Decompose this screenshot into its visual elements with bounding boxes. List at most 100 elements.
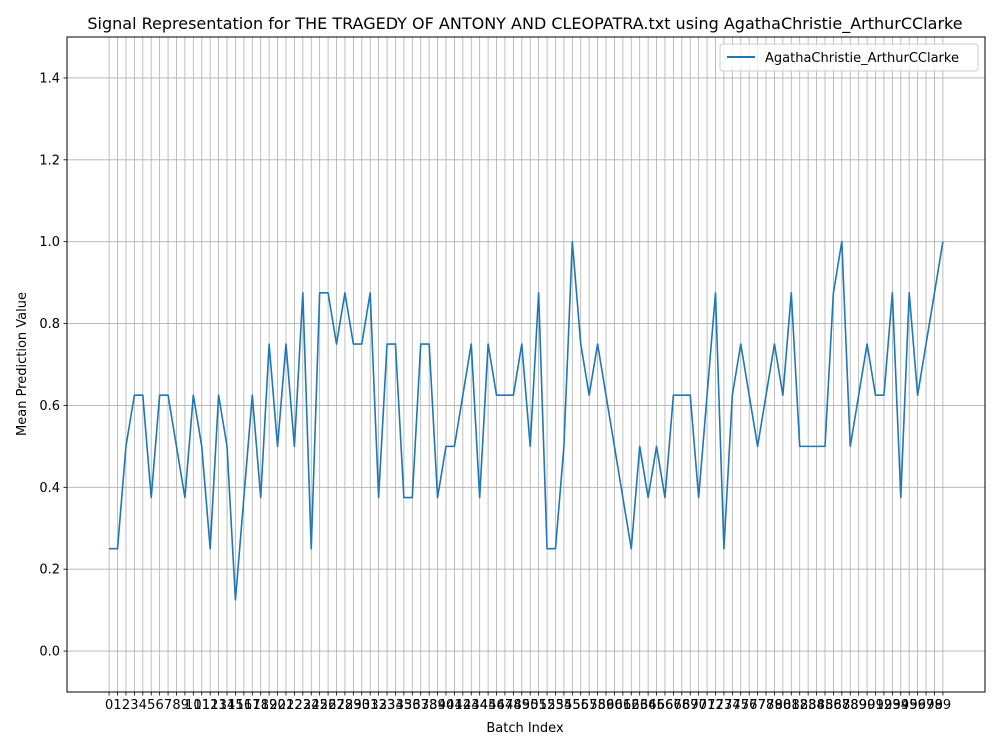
x-tick-label: 47: [497, 698, 514, 713]
x-tick-label: 9: [181, 698, 189, 713]
data-point: [344, 292, 346, 294]
data-point: [638, 445, 640, 447]
data-point: [925, 343, 927, 345]
x-tick-label: 84: [808, 698, 825, 713]
x-tick-label: 6: [156, 698, 164, 713]
x-tick-label: 75: [732, 698, 749, 713]
data-point: [891, 292, 893, 294]
data-point: [369, 292, 371, 294]
x-tick-label: 31: [362, 698, 379, 713]
x-tick-label: 78: [758, 698, 775, 713]
data-point: [790, 292, 792, 294]
y-tick-label: 1.4: [39, 71, 60, 86]
legend-entry-label: AgathaChristie_ArthurCClarke: [765, 51, 959, 66]
data-point: [462, 394, 464, 396]
data-point: [815, 445, 817, 447]
data-point: [748, 394, 750, 396]
data-point: [243, 496, 245, 498]
x-tick-label: 70: [690, 698, 707, 713]
data-point: [857, 394, 859, 396]
data-point: [327, 292, 329, 294]
data-point: [125, 445, 127, 447]
x-tick-label: 26: [320, 698, 337, 713]
data-point: [201, 445, 203, 447]
x-tick-label: 22: [286, 698, 303, 713]
x-tick-label: 50: [522, 698, 539, 713]
data-point: [672, 394, 674, 396]
x-tick-label: 55: [564, 698, 581, 713]
y-tick-label: 0.2: [39, 563, 60, 578]
x-tick-label: 40: [438, 698, 455, 713]
data-point: [824, 445, 826, 447]
x-tick-label: 74: [724, 698, 741, 713]
series-line: [109, 240, 944, 601]
x-tick-label: 86: [825, 698, 842, 713]
data-point: [150, 496, 152, 498]
data-point: [192, 394, 194, 396]
x-tick-label: 99: [935, 698, 952, 713]
x-tick-label: 52: [539, 698, 556, 713]
data-point: [714, 292, 716, 294]
x-tick-label: 53: [547, 698, 564, 713]
x-tick-label: 30: [353, 698, 370, 713]
x-tick-label: 43: [463, 698, 480, 713]
data-point: [175, 445, 177, 447]
x-tick-label: 82: [791, 698, 808, 713]
data-point: [276, 445, 278, 447]
data-point: [706, 394, 708, 396]
y-gridlines: [67, 77, 985, 652]
data-point: [470, 343, 472, 345]
x-axis-ticks: 0 1 2 3 4 5 6 7 8 9101112131415161718192021222324…: [105, 692, 951, 713]
data-point: [900, 496, 902, 498]
x-tick-label: 91: [867, 698, 884, 713]
data-point: [807, 445, 809, 447]
x-tick-label: 66: [657, 698, 674, 713]
x-tick-label: 62: [623, 698, 640, 713]
plot-area-frame: [66, 36, 986, 693]
x-tick-label: 3: [130, 698, 138, 713]
data-point: [268, 343, 270, 345]
x-tick-label: 77: [749, 698, 766, 713]
data-point: [352, 343, 354, 345]
data-point: [874, 394, 876, 396]
data-point: [681, 394, 683, 396]
data-point: [318, 292, 320, 294]
data-point: [445, 445, 447, 447]
data-point: [251, 394, 253, 396]
x-tick-label: 94: [893, 698, 910, 713]
data-point: [428, 343, 430, 345]
x-tick-label: 60: [606, 698, 623, 713]
x-tick-label: 85: [817, 698, 834, 713]
x-tick-label: 73: [716, 698, 733, 713]
data-point: [883, 394, 885, 396]
data-point: [529, 445, 531, 447]
x-tick-label: 29: [345, 698, 362, 713]
legend-box: [719, 43, 979, 72]
data-point: [866, 343, 868, 345]
data-point: [580, 343, 582, 345]
x-tick-label: 42: [455, 698, 472, 713]
data-point: [723, 548, 725, 550]
x-tick-label: 98: [926, 698, 943, 713]
y-tick-label: 0.6: [39, 399, 60, 414]
x-tick-label: 41: [446, 698, 463, 713]
x-tick-label: 16: [236, 698, 253, 713]
data-point: [849, 445, 851, 447]
x-tick-label: 14: [219, 698, 236, 713]
data-point: [108, 548, 110, 550]
data-point: [512, 394, 514, 396]
data-point: [630, 548, 632, 550]
data-point: [832, 292, 834, 294]
x-axis-label: Batch Index: [486, 721, 564, 736]
x-tick-label: 27: [328, 698, 345, 713]
x-tick-label: 1: [113, 698, 121, 713]
x-tick-label: 95: [901, 698, 918, 713]
data-point: [689, 394, 691, 396]
data-point: [622, 496, 624, 498]
legend: AgathaChristie_ArthurCClarke: [719, 43, 979, 72]
x-tick-label: 44: [471, 698, 488, 713]
data-point: [335, 343, 337, 345]
data-point: [411, 496, 413, 498]
x-tick-label: 89: [850, 698, 867, 713]
data-point: [116, 548, 118, 550]
